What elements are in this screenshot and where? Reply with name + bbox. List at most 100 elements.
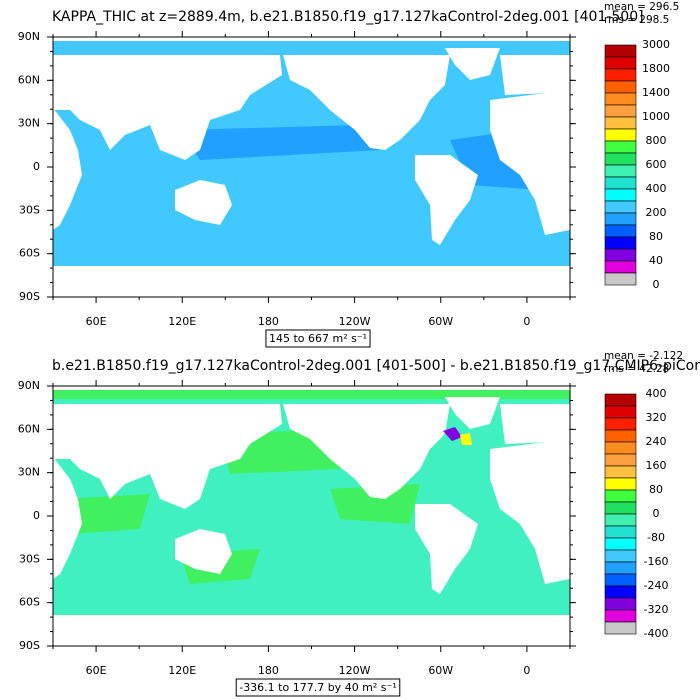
colorbar-box: [604, 609, 637, 623]
lon-label: 120W: [339, 315, 371, 328]
colorbar-box: [604, 393, 637, 407]
lat-label: 30N: [18, 117, 40, 130]
colorbar-box: [604, 260, 637, 274]
colorbar-box: [604, 585, 637, 599]
colorbar-label: 320: [646, 411, 667, 424]
lat-label: 30N: [18, 466, 40, 479]
lon-label: 60E: [86, 664, 107, 677]
colorbar-label: 1400: [642, 86, 670, 99]
colorbar-label: 400: [646, 387, 667, 400]
lon-label: 60W: [428, 664, 453, 677]
range-box: [265, 329, 371, 348]
colorbar-box: [604, 128, 637, 142]
field-patch: [443, 427, 462, 441]
colorbar-box: [604, 465, 637, 479]
lat-label: 90N: [18, 379, 40, 392]
colorbar-box: [604, 525, 637, 539]
lat-label: 60S: [19, 247, 40, 260]
colorbar-label: 800: [646, 134, 667, 147]
colorbar-label: 0: [653, 507, 660, 520]
colorbar-box: [604, 453, 637, 467]
colorbar-box: [604, 501, 637, 515]
colorbar-label: -320: [644, 603, 669, 616]
colorbar-label: 40: [649, 254, 663, 267]
colorbar-box: [604, 200, 637, 214]
colorbar-label: -240: [644, 579, 669, 592]
colorbar-box: [604, 44, 637, 58]
colorbar-label: 0: [653, 278, 660, 291]
colorbar-label: 1000: [642, 110, 670, 123]
colorbar-box: [604, 56, 637, 70]
colorbar-box: [604, 176, 637, 190]
colorbar-label: 240: [646, 435, 667, 448]
lat-label: 60S: [19, 596, 40, 609]
colorbar-box: [604, 537, 637, 551]
lat-label: 60N: [18, 73, 40, 86]
colorbar-box: [604, 441, 637, 455]
colorbar-box: [604, 212, 637, 226]
colorbar-box: [604, 561, 637, 575]
colorbar-box: [604, 405, 637, 419]
range-label: -336.1 to 177.7 by 40 m² s⁻¹: [239, 681, 397, 694]
colorbar-box: [604, 140, 637, 154]
colorbar-box: [604, 164, 637, 178]
colorbar-label: 1800: [642, 62, 670, 75]
lon-label: 180: [258, 315, 279, 328]
lat-label: 0: [33, 160, 40, 173]
colorbar-label: 80: [649, 230, 663, 243]
lat-label: 90S: [19, 290, 40, 303]
map-panel-1: [53, 37, 570, 297]
mean-label: mean = -2.122: [604, 350, 683, 362]
colorbar-label: 400: [646, 182, 667, 195]
field-patch: [460, 433, 472, 445]
field-patch: [180, 125, 380, 160]
lat-label: 60N: [18, 422, 40, 435]
lon-label: 120E: [168, 315, 196, 328]
lon-label: 120W: [339, 664, 371, 677]
lon-label: 60W: [428, 315, 453, 328]
colorbar-box: [604, 477, 637, 491]
lon-label: 0: [523, 664, 530, 677]
lat-label: 90S: [19, 639, 40, 652]
colorbar-box: [604, 188, 637, 202]
colorbar-box: [604, 236, 637, 250]
lat-label: 0: [33, 509, 40, 522]
colorbar-box: [604, 248, 637, 262]
lat-label: 90N: [18, 30, 40, 43]
lon-label: 0: [523, 315, 530, 328]
colorbar-box: [604, 429, 637, 443]
lon-label: 120E: [168, 664, 196, 677]
colorbar-box: [604, 224, 637, 238]
colorbar-box: [604, 272, 637, 286]
panel-title: b.e21.B1850.f19_g17.127kaControl-2deg.00…: [52, 358, 700, 374]
colorbar-box: [604, 489, 637, 503]
lat-label: 30S: [19, 552, 40, 565]
colorbar-box: [604, 417, 637, 431]
colorbar-label: 80: [649, 483, 663, 496]
panel-title: KAPPA_THIC at z=2889.4m, b.e21.B1850.f19…: [52, 9, 644, 25]
colorbar-label: -80: [647, 531, 665, 544]
range-box: [235, 678, 401, 697]
rms-label: rms = 42.28: [604, 363, 669, 375]
mean-label: mean = 296.5: [604, 1, 679, 13]
colorbar-box: [604, 597, 637, 611]
map-panel-2: [53, 386, 570, 646]
colorbar-label: -160: [644, 555, 669, 568]
lon-label: 60E: [86, 315, 107, 328]
colorbar-label: -400: [644, 627, 669, 640]
range-label: 145 to 667 m² s⁻¹: [269, 332, 367, 345]
colorbar-box: [604, 104, 637, 118]
colorbar-box: [604, 152, 637, 166]
colorbar-label: 160: [646, 459, 667, 472]
field-patch: [60, 494, 150, 534]
colorbar-box: [604, 92, 637, 106]
colorbar-box: [604, 573, 637, 587]
colorbar-box: [604, 68, 637, 82]
rms-label: rms = 298.5: [604, 14, 669, 26]
colorbar-label: 600: [646, 158, 667, 171]
colorbar-box: [604, 80, 637, 94]
field-patch: [330, 484, 420, 524]
colorbar-box: [604, 621, 637, 635]
